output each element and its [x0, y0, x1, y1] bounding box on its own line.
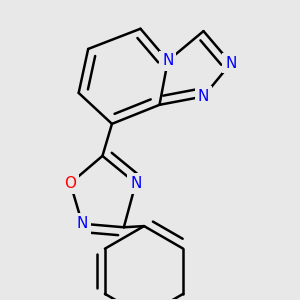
Text: N: N: [198, 89, 209, 104]
Text: N: N: [130, 176, 141, 191]
Text: N: N: [225, 56, 236, 71]
Text: N: N: [76, 216, 88, 231]
Text: N: N: [162, 53, 173, 68]
Text: O: O: [64, 176, 76, 191]
